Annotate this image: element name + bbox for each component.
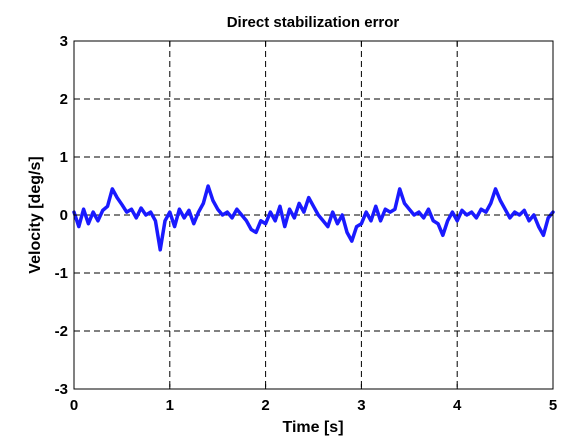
x-axis-label: Time [s] bbox=[282, 419, 343, 436]
y-tick-label: -3 bbox=[55, 381, 68, 398]
x-tick-label: 0 bbox=[70, 397, 78, 414]
x-tick-labels: 0 1 2 3 4 5 bbox=[70, 397, 557, 414]
x-tick-label: 5 bbox=[549, 397, 557, 414]
tick-marks bbox=[73, 40, 554, 390]
y-tick-label: -1 bbox=[55, 265, 68, 282]
y-tick-label: -2 bbox=[55, 323, 68, 340]
y-tick-labels: -3 -2 -1 0 1 2 3 bbox=[55, 33, 68, 398]
x-tick-label: 2 bbox=[261, 397, 269, 414]
y-tick-label: 2 bbox=[60, 91, 68, 108]
y-axis-label: Velocity [deg/s] bbox=[27, 156, 44, 273]
y-tick-label: 1 bbox=[60, 149, 68, 166]
x-tick-label: 3 bbox=[357, 397, 365, 414]
x-tick-label: 1 bbox=[166, 397, 174, 414]
y-tick-label: 3 bbox=[60, 33, 68, 50]
series-group bbox=[72, 184, 555, 252]
chart-title: Direct stabilization error bbox=[227, 14, 400, 31]
velocity-error-line bbox=[72, 184, 555, 252]
y-tick-label: 0 bbox=[60, 207, 68, 224]
x-tick-label: 4 bbox=[453, 397, 462, 414]
